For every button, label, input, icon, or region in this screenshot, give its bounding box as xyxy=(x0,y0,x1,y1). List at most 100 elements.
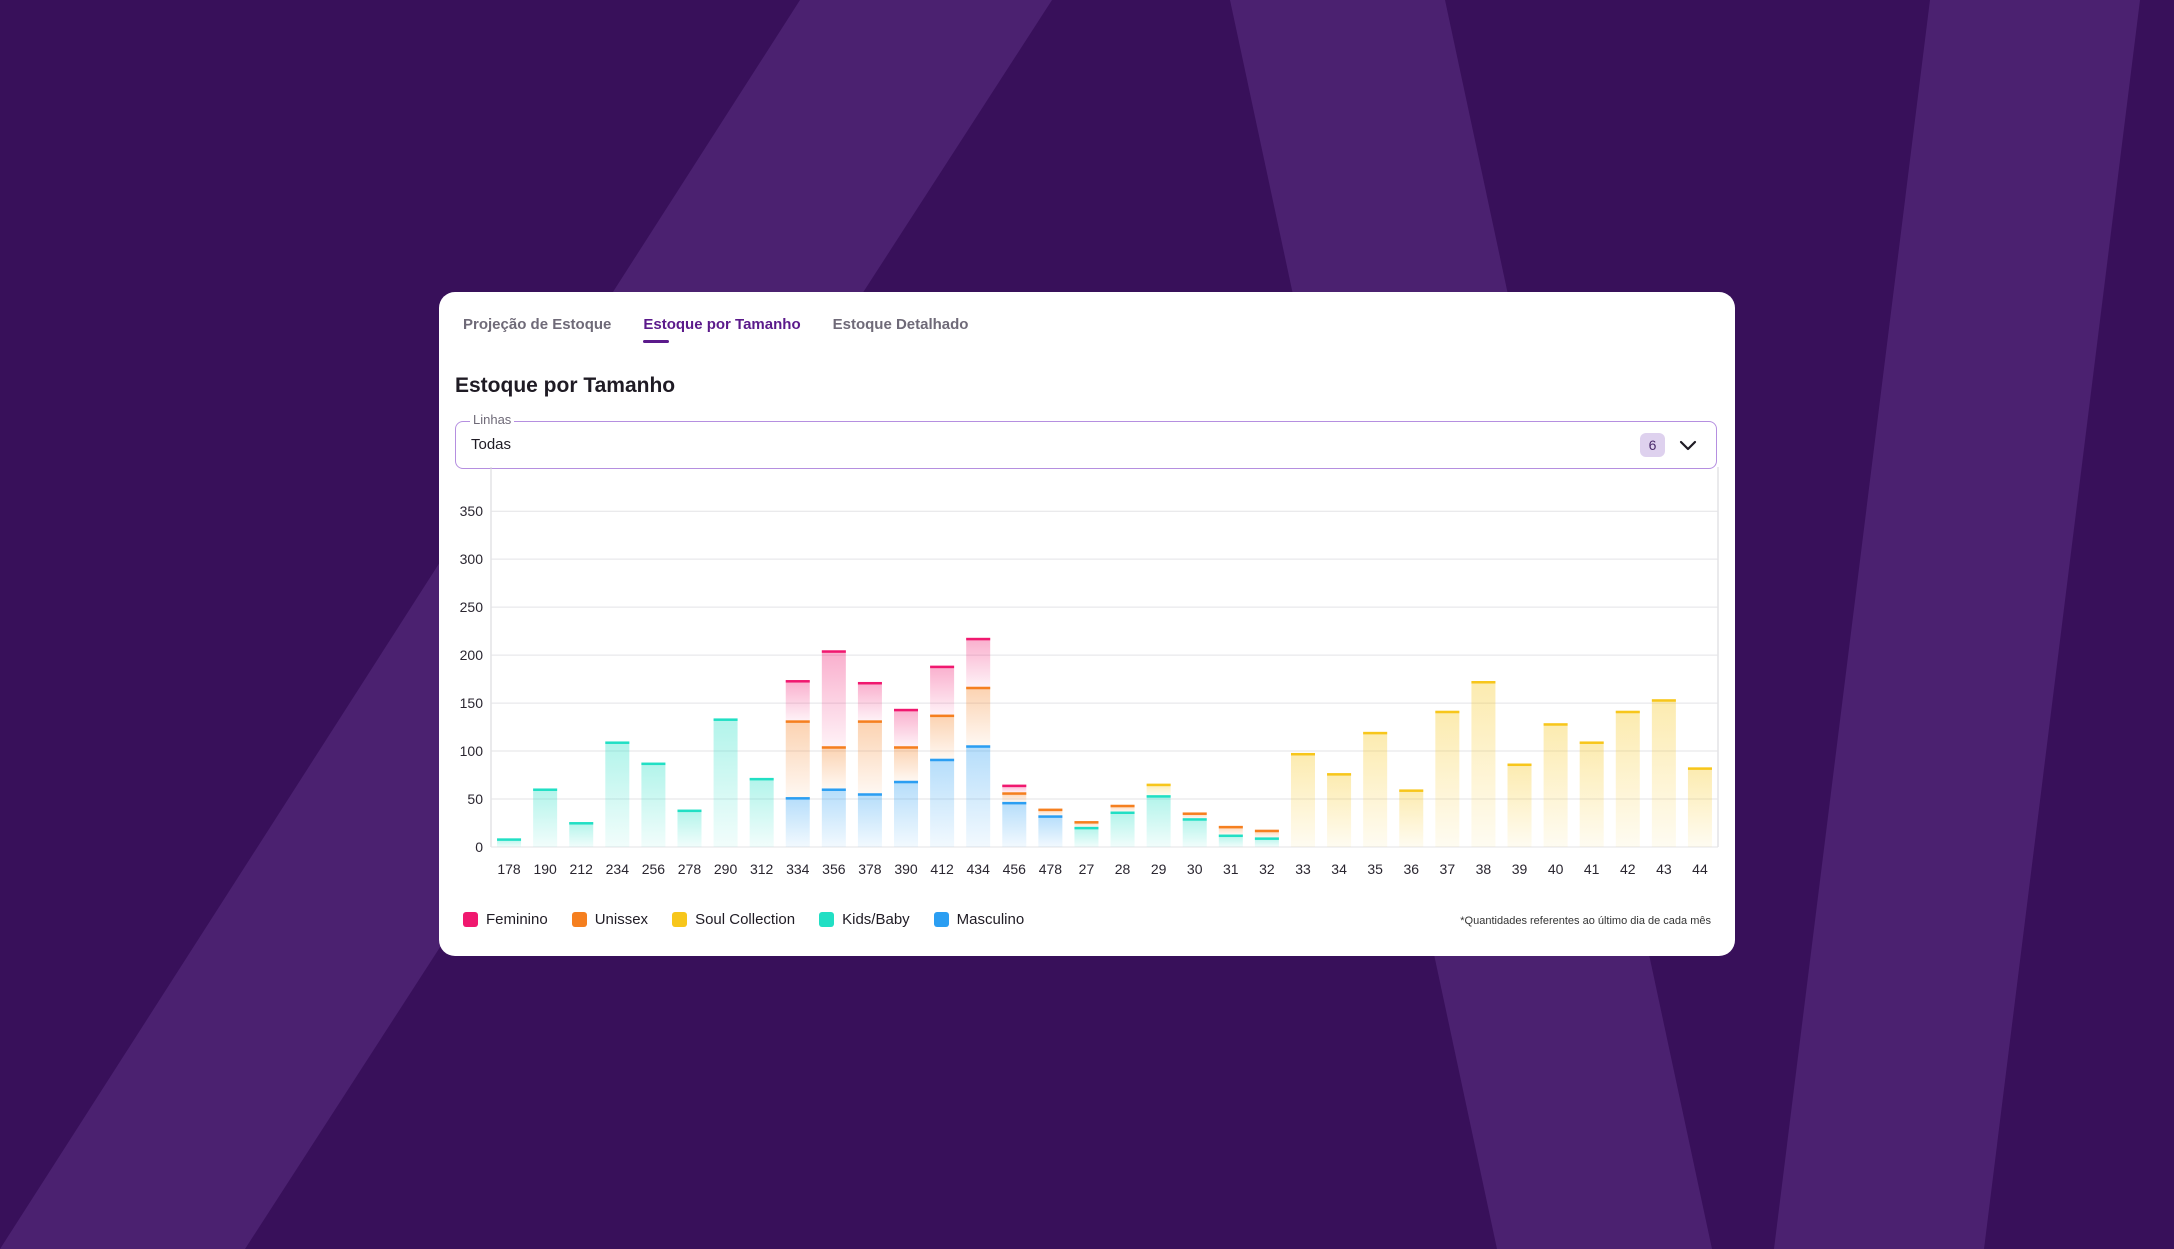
bar-segment-unissex-434 xyxy=(966,686,991,746)
bar-segment-unissex-28 xyxy=(1110,804,1135,812)
bar-segment-feminino-334 xyxy=(785,680,810,721)
bar-cap-soul-collection-37 xyxy=(1435,710,1460,714)
bar-cap-kids-baby-278 xyxy=(677,809,702,813)
bar-segment-masculino-378 xyxy=(857,793,882,847)
selected-count-badge: 6 xyxy=(1640,433,1665,457)
chevron-down-icon[interactable] xyxy=(1678,436,1698,456)
bar-segment-masculino-356 xyxy=(821,788,846,847)
legend-item-masculino[interactable]: Masculino xyxy=(933,911,1025,928)
bar-cap-soul-collection-36 xyxy=(1399,789,1424,792)
bar-segment-unissex-478 xyxy=(1038,808,1063,816)
x-tick-label: 41 xyxy=(1584,861,1600,877)
bar-cap-kids-baby-31 xyxy=(1218,834,1243,838)
bar-cap-unissex-390 xyxy=(894,746,919,749)
x-tick-label: 34 xyxy=(1331,861,1347,877)
bar-cap-unissex-478 xyxy=(1038,808,1063,812)
bar-cap-feminino-334 xyxy=(785,680,810,683)
legend-label-masculino: Masculino xyxy=(956,911,1025,928)
bar-segment-soul-collection-38 xyxy=(1471,681,1496,847)
y-tick-label: 100 xyxy=(460,743,484,759)
bar-cap-soul-collection-40 xyxy=(1543,723,1568,726)
bar-cap-masculino-434 xyxy=(966,745,991,748)
bar-cap-unissex-434 xyxy=(966,686,991,690)
bar-cap-kids-baby-30 xyxy=(1182,818,1207,821)
x-tick-label: 27 xyxy=(1079,861,1095,877)
bar-segment-unissex-390 xyxy=(894,746,919,781)
legend-label-feminino: Feminino xyxy=(486,911,548,928)
bar-cap-unissex-27 xyxy=(1074,821,1099,824)
bar-cap-kids-baby-234 xyxy=(605,741,630,744)
legend-item-feminino[interactable]: Feminino xyxy=(463,911,548,928)
bar-segment-unissex-412 xyxy=(930,714,955,759)
bar-cap-unissex-334 xyxy=(785,720,810,723)
bar-segment-unissex-30 xyxy=(1182,812,1207,819)
bar-segment-soul-collection-29 xyxy=(1146,783,1171,796)
bar-cap-feminino-356 xyxy=(821,650,846,653)
x-tick-label: 32 xyxy=(1259,861,1275,877)
legend-item-kids-baby[interactable]: Kids/Baby xyxy=(819,911,910,928)
bar-segment-kids-baby-27 xyxy=(1074,826,1099,847)
bar-cap-soul-collection-43 xyxy=(1651,699,1676,702)
y-tick-label: 50 xyxy=(467,791,483,807)
x-tick-label: 42 xyxy=(1620,861,1636,877)
x-tick-label: 29 xyxy=(1151,861,1167,877)
x-tick-label: 43 xyxy=(1656,861,1672,877)
x-tick-label: 290 xyxy=(714,861,738,877)
bar-segment-kids-baby-30 xyxy=(1182,818,1207,847)
x-tick-label: 434 xyxy=(967,861,991,877)
bar-segment-soul-collection-39 xyxy=(1507,763,1532,847)
bar-cap-feminino-412 xyxy=(930,665,955,669)
bar-segment-kids-baby-312 xyxy=(749,777,774,847)
x-tick-label: 33 xyxy=(1295,861,1311,877)
bar-segment-masculino-412 xyxy=(930,758,955,847)
legend-swatch-unissex xyxy=(571,912,587,927)
bar-cap-unissex-356 xyxy=(821,746,846,749)
bar-segment-feminino-356 xyxy=(821,650,846,747)
bar-segment-unissex-378 xyxy=(857,720,882,794)
bar-cap-kids-baby-290 xyxy=(713,718,738,721)
y-tick-label: 150 xyxy=(460,695,484,711)
y-tick-label: 200 xyxy=(460,647,484,663)
bar-segment-masculino-478 xyxy=(1038,815,1063,847)
bar-cap-feminino-456 xyxy=(1002,784,1027,788)
bar-cap-feminino-390 xyxy=(894,708,919,712)
bar-cap-soul-collection-42 xyxy=(1615,710,1640,714)
bar-segment-unissex-32 xyxy=(1254,829,1279,838)
x-tick-label: 234 xyxy=(606,861,630,877)
x-tick-label: 378 xyxy=(858,861,882,877)
bar-segment-kids-baby-178 xyxy=(497,838,522,847)
bar-segment-kids-baby-212 xyxy=(569,822,594,847)
bar-segment-soul-collection-40 xyxy=(1543,723,1568,847)
stock-by-size-chart: 0 50 100 150 200 250 300 350 178 190 212 234 256 278 2… xyxy=(460,467,1719,877)
bar-segment-soul-collection-34 xyxy=(1327,773,1352,847)
bar-segment-soul-collection-37 xyxy=(1435,710,1460,847)
tab-bar: Projeção de Estoque Estoque por Tamanho … xyxy=(463,316,968,343)
chart-footnote: *Quantidades referentes ao último dia de… xyxy=(1460,915,1711,927)
bar-cap-soul-collection-34 xyxy=(1327,773,1352,776)
legend-item-soul-collection[interactable]: Soul Collection xyxy=(672,911,795,928)
lines-filter-select[interactable]: Linhas Todas 6 xyxy=(455,412,1717,469)
bar-segment-soul-collection-42 xyxy=(1615,710,1640,847)
tab-detailed-stock[interactable]: Estoque Detalhado xyxy=(832,316,969,333)
x-tick-label: 356 xyxy=(822,861,846,877)
bar-segment-kids-baby-256 xyxy=(641,762,666,847)
x-tick-label: 178 xyxy=(497,861,521,877)
bar-cap-masculino-412 xyxy=(930,758,955,762)
tab-stock-by-size[interactable]: Estoque por Tamanho xyxy=(643,316,801,343)
stock-by-size-card: Projeção de Estoque Estoque por Tamanho … xyxy=(439,292,1735,956)
tab-stock-projection[interactable]: Projeção de Estoque xyxy=(463,316,612,333)
x-tick-label: 39 xyxy=(1512,861,1528,877)
bar-segment-soul-collection-33 xyxy=(1290,752,1315,847)
x-tick-label: 190 xyxy=(533,861,557,877)
bar-cap-unissex-30 xyxy=(1182,812,1207,815)
bar-segment-soul-collection-43 xyxy=(1651,699,1676,847)
x-tick-label: 212 xyxy=(570,861,594,877)
x-tick-label: 30 xyxy=(1187,861,1203,877)
bar-segment-masculino-390 xyxy=(894,780,919,847)
bar-segment-soul-collection-36 xyxy=(1399,789,1424,847)
x-tick-label: 456 xyxy=(1003,861,1027,877)
legend-item-unissex[interactable]: Unissex xyxy=(571,911,649,928)
bar-segment-feminino-390 xyxy=(894,708,919,747)
bar-segment-masculino-434 xyxy=(966,745,991,847)
legend-label-unissex: Unissex xyxy=(594,911,649,928)
